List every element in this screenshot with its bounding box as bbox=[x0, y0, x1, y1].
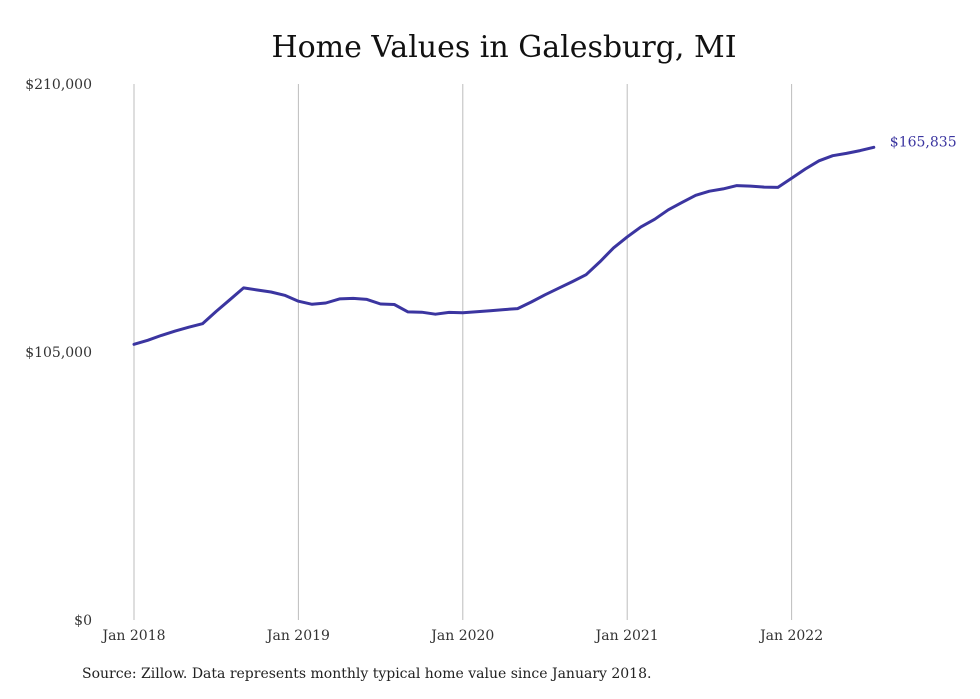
x-tick-label: Jan 2022 bbox=[758, 628, 823, 644]
end-value-label: $165,835 bbox=[890, 134, 957, 150]
x-axis-ticks: Jan 2018 Jan 2019 Jan 2020 Jan 2021 Jan 2022 bbox=[100, 628, 823, 644]
y-tick-label: $210,000 bbox=[25, 77, 92, 93]
y-tick-label: $0 bbox=[74, 613, 92, 629]
series-layer: $165,835 bbox=[132, 134, 957, 346]
x-tick-label: Jan 2020 bbox=[429, 628, 494, 644]
chart-title: Home Values in Galesburg, MI bbox=[271, 30, 737, 65]
series-line-0 bbox=[132, 145, 876, 346]
x-tick-label: Jan 2018 bbox=[100, 628, 165, 644]
grid-lines bbox=[133, 84, 793, 620]
y-tick-label: $105,000 bbox=[25, 345, 92, 361]
x-tick-label: Jan 2019 bbox=[265, 628, 330, 644]
y-axis-ticks: $0 $105,000 $210,000 bbox=[25, 77, 92, 629]
source-footnote: Source: Zillow. Data represents monthly … bbox=[82, 666, 652, 682]
x-tick-label: Jan 2021 bbox=[594, 628, 659, 644]
